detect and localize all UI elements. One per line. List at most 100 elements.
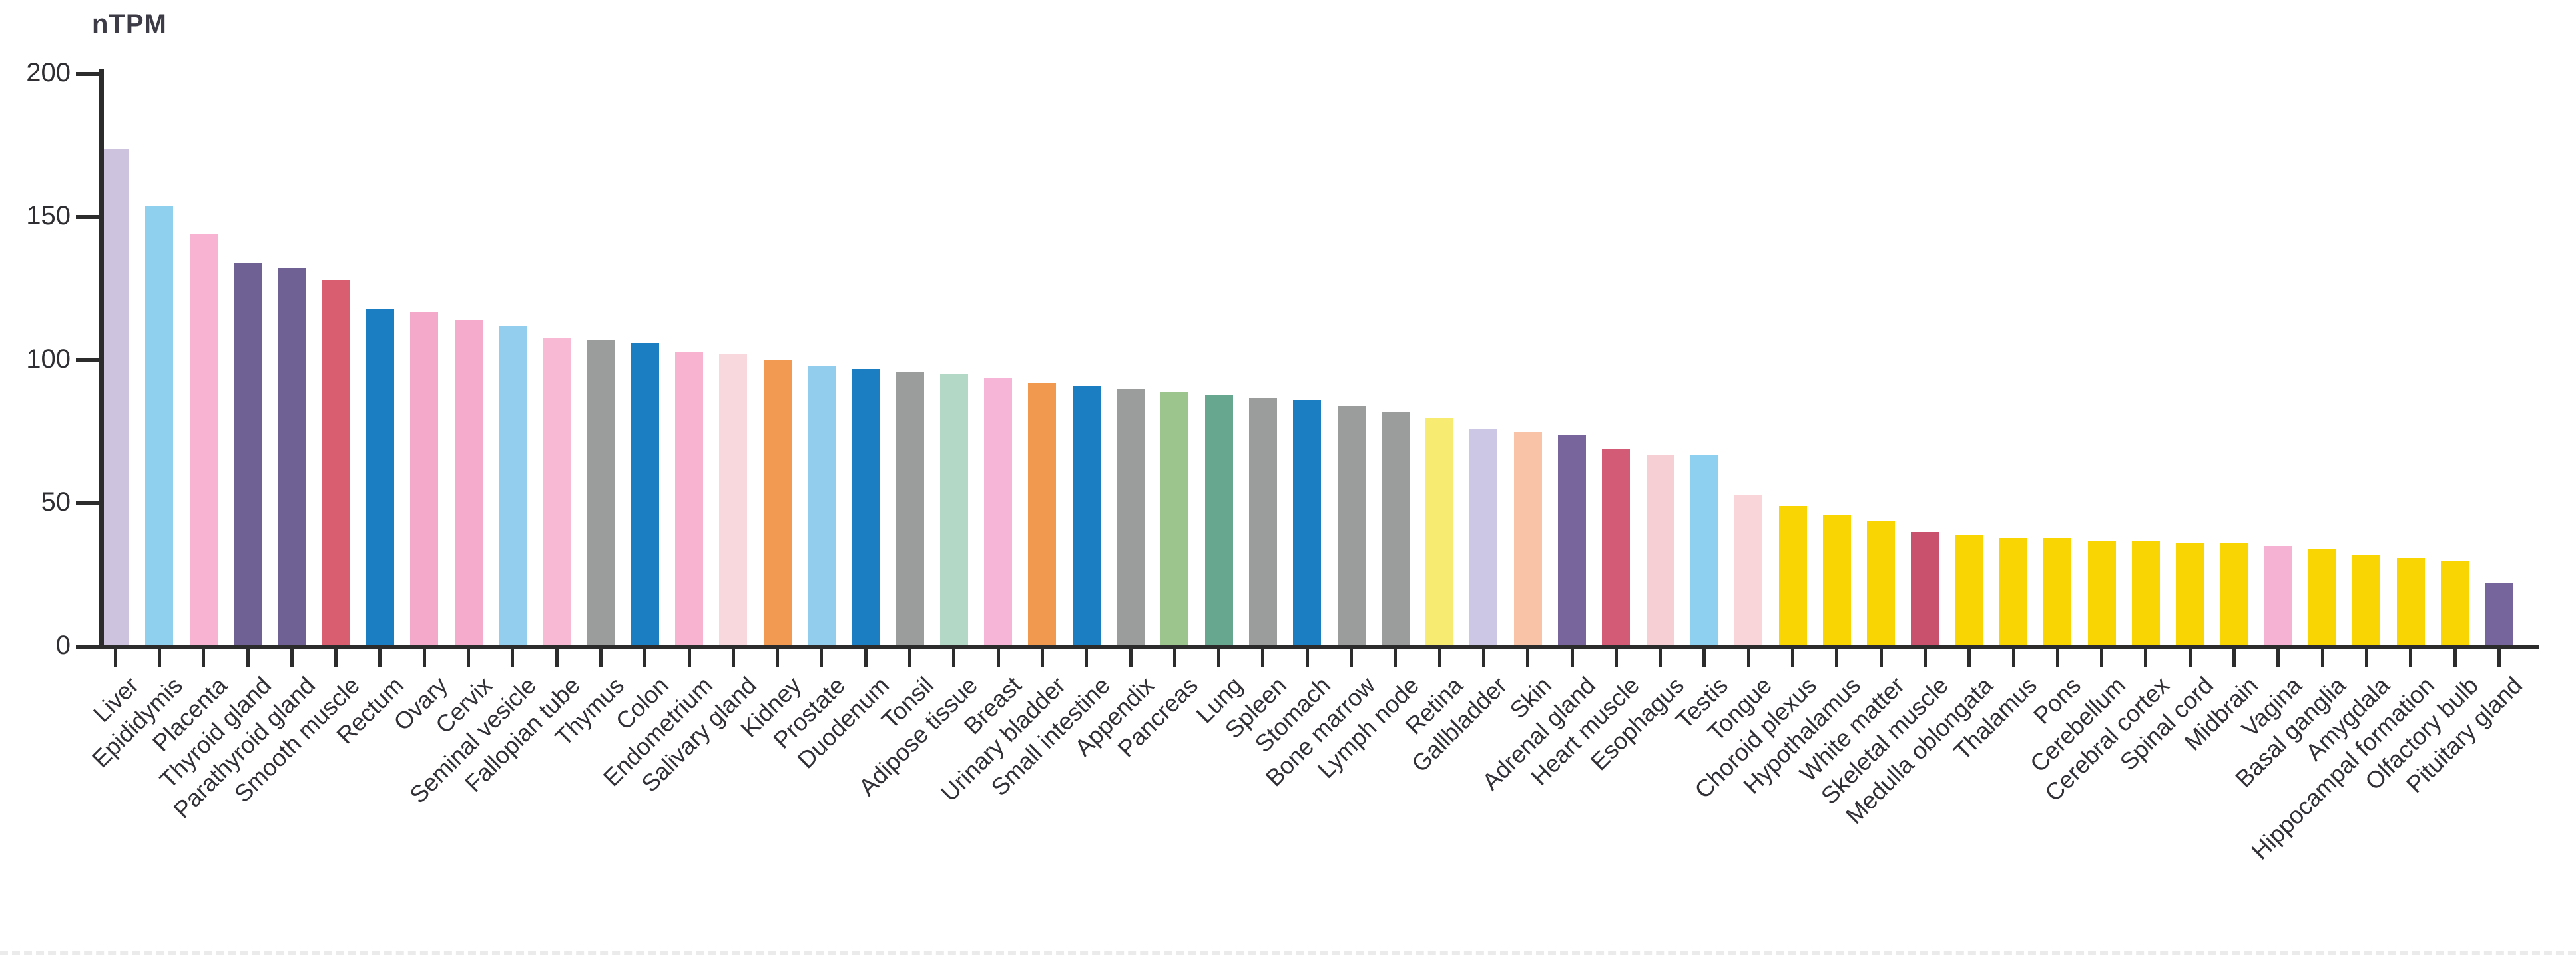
bar-pancreas[interactable] [1160, 392, 1189, 647]
bar-heart-muscle[interactable] [1602, 449, 1631, 647]
bar-thymus[interactable] [587, 340, 615, 647]
x-tick-choroid-plexus [1791, 649, 1795, 667]
bar-vagina[interactable] [2264, 546, 2292, 647]
x-tick-thyroid-gland [246, 649, 250, 667]
bar-ovary[interactable] [410, 312, 439, 647]
bar-cerebellum[interactable] [2087, 541, 2116, 647]
bar-amygdala[interactable] [2352, 555, 2381, 647]
x-tick-appendix [1129, 649, 1133, 667]
bar-tonsil[interactable] [896, 372, 924, 647]
x-tick-small-intestine [1085, 649, 1089, 667]
bar-colon[interactable] [631, 343, 659, 647]
y-tick-label-200: 200 [26, 58, 71, 87]
bar-skin[interactable] [1513, 432, 1542, 647]
x-tick-olfactory-bulb [2453, 649, 2457, 667]
x-tick-spleen [1261, 649, 1265, 667]
bar-testis[interactable] [1690, 455, 1718, 647]
y-axis [99, 69, 104, 649]
bar-small-intestine[interactable] [1072, 386, 1101, 647]
x-tick-tonsil [908, 649, 912, 667]
bar-spleen[interactable] [1248, 398, 1277, 647]
bar-prostate[interactable] [807, 366, 836, 647]
bar-adrenal-gland[interactable] [1558, 435, 1587, 647]
bar-fallopian-tube[interactable] [543, 338, 571, 647]
x-tick-liver [113, 649, 117, 667]
x-tick-duodenum [864, 649, 868, 667]
bar-parathyroid-gland[interactable] [278, 268, 306, 647]
x-tick-lymph-node [1394, 649, 1398, 667]
bar-medulla-oblongata[interactable] [1955, 535, 1983, 647]
bar-endometrium[interactable] [675, 352, 704, 647]
y-tick-label-0: 0 [55, 631, 71, 660]
bar-lung[interactable] [1204, 395, 1233, 647]
x-tick-vagina [2276, 649, 2280, 667]
x-tick-endometrium [687, 649, 691, 667]
y-tick-label-100: 100 [26, 344, 71, 374]
x-tick-retina [1437, 649, 1441, 667]
x-axis-line [97, 645, 2539, 649]
x-tick-esophagus [1659, 649, 1663, 667]
bar-rectum[interactable] [366, 309, 394, 647]
bar-white-matter[interactable] [1867, 521, 1896, 647]
y-tick-50 [76, 501, 99, 505]
bar-epididymis[interactable] [145, 206, 174, 647]
page-bottom-divider [0, 951, 2576, 955]
x-tick-pons [2055, 649, 2059, 667]
x-tick-epididymis [157, 649, 161, 667]
bar-adipose-tissue[interactable] [939, 374, 968, 647]
bar-olfactory-bulb[interactable] [2441, 561, 2469, 647]
bar-choroid-plexus[interactable] [1778, 506, 1807, 647]
bar-kidney[interactable] [763, 360, 792, 647]
x-tick-gallbladder [1481, 649, 1485, 667]
bar-cervix[interactable] [454, 320, 483, 647]
x-tick-tongue [1746, 649, 1750, 667]
x-tick-smooth-muscle [334, 649, 338, 667]
bar-bone-marrow[interactable] [1337, 406, 1366, 647]
bar-skeletal-muscle[interactable] [1911, 532, 1939, 647]
bar-salivary-gland[interactable] [719, 354, 748, 647]
bar-hypothalamus[interactable] [1822, 515, 1851, 647]
bar-stomach[interactable] [1293, 400, 1322, 647]
x-tick-skin [1526, 649, 1530, 667]
bar-urinary-bladder[interactable] [1028, 383, 1057, 647]
bar-duodenum[interactable] [852, 369, 880, 647]
x-tick-thalamus [2011, 649, 2015, 667]
x-tick-seminal-vesicle [511, 649, 515, 667]
bar-thalamus[interactable] [1999, 538, 2028, 647]
bar-liver[interactable] [101, 149, 130, 647]
bar-retina[interactable] [1425, 418, 1454, 647]
x-tick-stomach [1305, 649, 1309, 667]
x-tick-hypothalamus [1835, 649, 1839, 667]
x-tick-thymus [599, 649, 603, 667]
x-tick-cervix [467, 649, 471, 667]
x-tick-fallopian-tube [555, 649, 559, 667]
bar-gallbladder[interactable] [1469, 429, 1498, 647]
bar-lymph-node[interactable] [1381, 412, 1410, 647]
bar-basal-ganglia[interactable] [2308, 549, 2337, 647]
bar-hippocampal-formation[interactable] [2396, 558, 2425, 647]
bar-thyroid-gland[interactable] [234, 263, 262, 647]
x-tick-white-matter [1879, 649, 1883, 667]
bar-seminal-vesicle[interactable] [498, 326, 527, 647]
bar-midbrain[interactable] [2220, 543, 2248, 647]
x-tick-pituitary-gland [2497, 649, 2501, 667]
x-tick-midbrain [2232, 649, 2236, 667]
bar-smooth-muscle[interactable] [322, 280, 350, 647]
bar-pons[interactable] [2043, 538, 2072, 647]
x-tick-amygdala [2364, 649, 2368, 667]
x-tick-hippocampal-formation [2409, 649, 2413, 667]
bar-esophagus[interactable] [1646, 455, 1674, 647]
bar-pituitary-gland[interactable] [2485, 583, 2513, 647]
bar-appendix[interactable] [1117, 389, 1145, 647]
x-tick-skeletal-muscle [1923, 649, 1927, 667]
x-tick-heart-muscle [1614, 649, 1618, 667]
x-tick-parathyroid-gland [290, 649, 294, 667]
y-tick-100 [76, 358, 99, 362]
x-tick-basal-ganglia [2320, 649, 2324, 667]
bar-placenta[interactable] [189, 234, 218, 647]
bar-tongue[interactable] [1734, 495, 1763, 647]
bar-cerebral-cortex[interactable] [2131, 541, 2160, 647]
bar-spinal-cord[interactable] [2176, 543, 2204, 647]
bar-breast[interactable] [984, 378, 1013, 647]
